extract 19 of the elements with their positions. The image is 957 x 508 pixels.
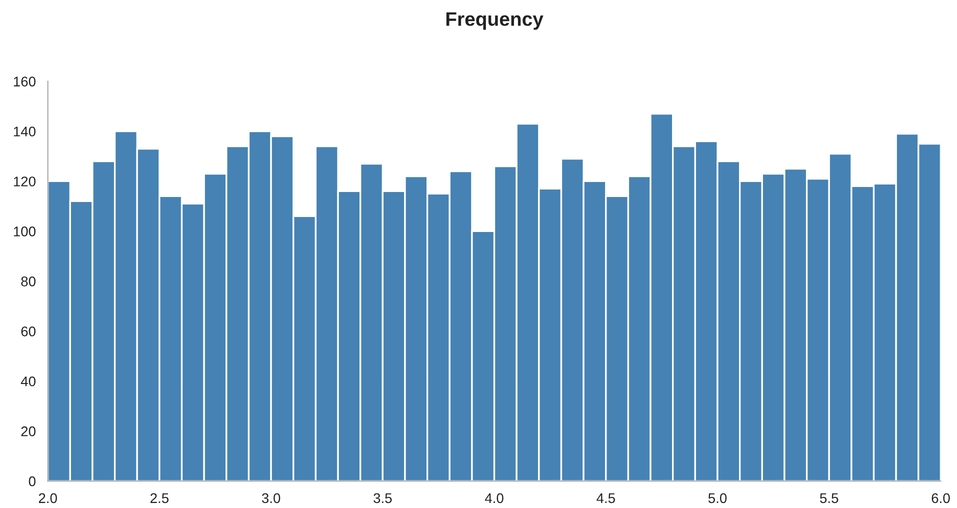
y-tick-label: 40	[20, 376, 36, 386]
y-tick-label: 20	[21, 426, 36, 436]
x-tick-label: 3.5	[374, 493, 392, 504]
y-tick-label: 160	[14, 76, 36, 86]
x-tick-label: 2.5	[150, 493, 169, 504]
x-tick-label: 2.0	[38, 493, 57, 504]
y-tick-label: 120	[14, 176, 36, 186]
y-tick-label: 60	[21, 326, 36, 336]
x-tick-label: 4.5	[596, 493, 615, 504]
x-tick-label: 5.0	[708, 493, 727, 504]
y-tick-label: 140	[14, 126, 36, 136]
x-tick-label: 3.0	[262, 493, 280, 504]
y-tick-label: 0	[28, 476, 36, 486]
y-tick-label: 80	[21, 276, 36, 286]
chart-title: Frequency	[446, 12, 544, 30]
x-tick-label: 6.0	[932, 493, 950, 504]
y-tick-label: 100	[14, 226, 36, 236]
x-tick-label: 5.5	[820, 493, 838, 504]
x-tick-label: 4.0	[484, 493, 504, 504]
